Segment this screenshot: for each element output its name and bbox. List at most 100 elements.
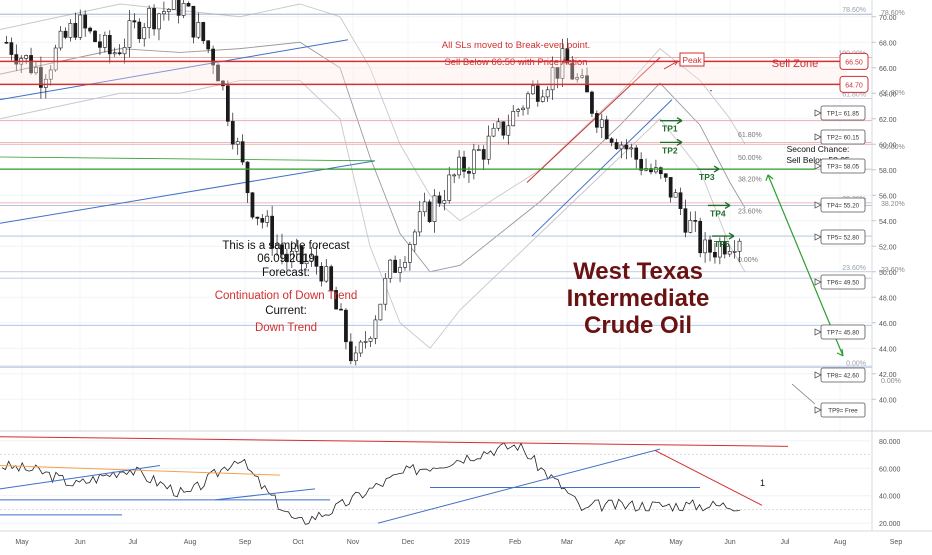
candle-body-12 (63, 30, 68, 38)
candle-body-16 (83, 14, 88, 29)
y-tick-label-13: 44.00 (879, 346, 897, 353)
note-line-2: Sell Below 66.50 with Price Action (444, 57, 587, 68)
target-label-7: TP8= 42.60 (827, 373, 860, 380)
candle-body-44 (221, 80, 225, 87)
ind-red-top (0, 436, 789, 447)
x-tick-label-2: Jul (129, 539, 138, 546)
candle-body-91 (452, 174, 457, 177)
candle-body-139 (688, 220, 693, 233)
candle-body-64 (319, 266, 324, 282)
candle-body-145 (717, 241, 722, 258)
candle-body-125 (619, 144, 624, 150)
candle-body-49 (245, 161, 250, 194)
tp-arrow-label-0: TP1 (662, 124, 678, 134)
candle-body-141 (698, 220, 703, 254)
candle-body-46 (230, 121, 235, 145)
candle-body-94 (467, 171, 471, 174)
candle-body-95 (471, 149, 476, 174)
candle-body-29 (147, 8, 152, 28)
candle-body-103 (511, 111, 516, 127)
x-tick-label-8: 2019 (454, 539, 470, 546)
sell-zone-label: Sell Zone (772, 58, 818, 70)
y-tick-label-15: 40.00 (879, 397, 897, 404)
candle-body-13 (68, 23, 73, 38)
y-tick-label-2: 66.00 (879, 66, 897, 73)
peak-box (679, 52, 705, 67)
candle-body-147 (727, 251, 732, 255)
candle-body-117 (580, 75, 584, 78)
title-line-0: West Texas (573, 258, 703, 285)
candle-body-98 (486, 135, 491, 160)
candle-body-14 (73, 23, 78, 38)
fib-local-label-4: 0.00% (738, 257, 758, 264)
peak-arrow-head (673, 60, 679, 66)
fib-local-label-3: 23.60% (738, 209, 762, 216)
zone-top-label: 66.50 (845, 59, 863, 66)
candle-body-89 (442, 200, 447, 204)
y-tick-label-4: 62.00 (879, 117, 897, 124)
candle-body-109 (540, 96, 545, 102)
candle-body-124 (614, 142, 619, 150)
candle-body-52 (260, 218, 265, 223)
y-tick-label-6: 58.00 (879, 168, 897, 175)
candle-body-83 (412, 231, 417, 245)
candle-body-77 (383, 277, 388, 305)
candle-body-50 (250, 192, 255, 218)
candle-body-67 (334, 290, 338, 310)
candle-body-59 (294, 245, 299, 252)
y-tick-label-5: 60.00 (879, 142, 897, 149)
x-tick-label-0: May (15, 539, 29, 546)
candle-body-93 (462, 156, 466, 172)
tp-arrow-label-2: TP3 (699, 172, 715, 182)
blue-trend-1 (0, 39, 349, 101)
ind-label: 1 (760, 478, 765, 488)
candle-body-81 (403, 261, 407, 268)
x-tick-label-11: Apr (615, 539, 627, 546)
ind-tick-label-3: 20.000 (879, 521, 901, 528)
candle-body-51 (255, 216, 260, 219)
candle-body-40 (201, 22, 206, 42)
candle-body-30 (152, 8, 156, 30)
candle-body-121 (599, 119, 604, 128)
candle-body-76 (378, 303, 383, 321)
candle-body-85 (422, 201, 427, 213)
tp-arrow-head-1 (676, 138, 683, 146)
candle-body-73 (363, 341, 368, 343)
candle-body-114 (565, 48, 570, 64)
candle-body-119 (590, 91, 594, 114)
fib-local-label-1: 50.00% (738, 155, 762, 162)
candle-body-92 (457, 156, 461, 176)
candle-body-24 (122, 47, 127, 55)
candle-body-33 (166, 9, 171, 12)
x-tick-label-5: Oct (293, 539, 304, 546)
candle-body-122 (604, 119, 609, 140)
second-chance-2: Sell Below 58.05 (786, 155, 850, 165)
green-trend (0, 156, 376, 162)
candle-body-135 (668, 177, 673, 198)
candle-body-100 (496, 121, 501, 129)
target-label-8: TP9= Free (828, 408, 858, 415)
target-pointer-8 (814, 406, 822, 414)
candle-body-99 (491, 127, 496, 137)
candle-body-134 (663, 173, 668, 178)
y-tick-label-14: 42.00 (879, 372, 897, 379)
candle-body-36 (181, 3, 186, 16)
peak-label: Peak (682, 55, 702, 65)
fib-label-2: 61.80% (842, 91, 866, 98)
candle-body-108 (535, 85, 540, 102)
candle-body-87 (432, 195, 437, 222)
x-tick-label-7: Dec (402, 539, 415, 546)
candle-body-116 (575, 77, 580, 80)
ind-orange-trend (0, 465, 281, 476)
target-pointer-1 (814, 133, 822, 141)
candle-body-140 (693, 220, 698, 222)
candle-body-56 (280, 244, 284, 255)
candle-body-96 (476, 149, 481, 151)
y-tick-label-1: 68.00 (879, 40, 897, 47)
candle-body-21 (107, 34, 112, 55)
candle-body-62 (309, 255, 314, 262)
tp-arrow-label-3: TP4 (710, 208, 726, 218)
candle-body-20 (102, 34, 107, 48)
candle-body-26 (132, 20, 137, 23)
